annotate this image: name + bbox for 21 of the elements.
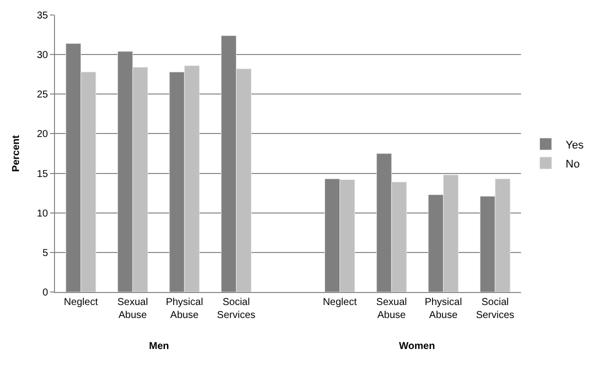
x-tick-label: Neglect xyxy=(322,297,357,308)
y-tick-label: 25 xyxy=(36,90,48,101)
x-tick-label: Physical Abuse xyxy=(424,297,462,321)
y-tick-label: 35 xyxy=(36,10,48,22)
y-tick-label: 0 xyxy=(42,288,48,298)
text: Men xyxy=(149,341,169,352)
text: Women xyxy=(399,341,435,352)
x-tick-label: Physical Abuse xyxy=(166,297,204,321)
y-tick-label: 20 xyxy=(36,129,48,140)
x-tick-label: Sexual Abuse xyxy=(117,297,148,321)
x-tick-label: Neglect xyxy=(64,297,98,308)
y-tick-label: 15 xyxy=(36,168,48,180)
x-tick-label: Social Services xyxy=(217,297,256,321)
legend-label: Yes xyxy=(566,139,584,152)
y-tick-label: 10 xyxy=(36,208,48,220)
y-tick-label: 30 xyxy=(36,50,48,62)
y-axis-title: Percent xyxy=(10,134,22,172)
x-tick-label: Sexual Abuse xyxy=(376,297,407,321)
y-tick-label: 5 xyxy=(42,248,48,259)
x-tick-label: Social Services xyxy=(476,297,514,321)
legend-label: No xyxy=(566,158,580,170)
